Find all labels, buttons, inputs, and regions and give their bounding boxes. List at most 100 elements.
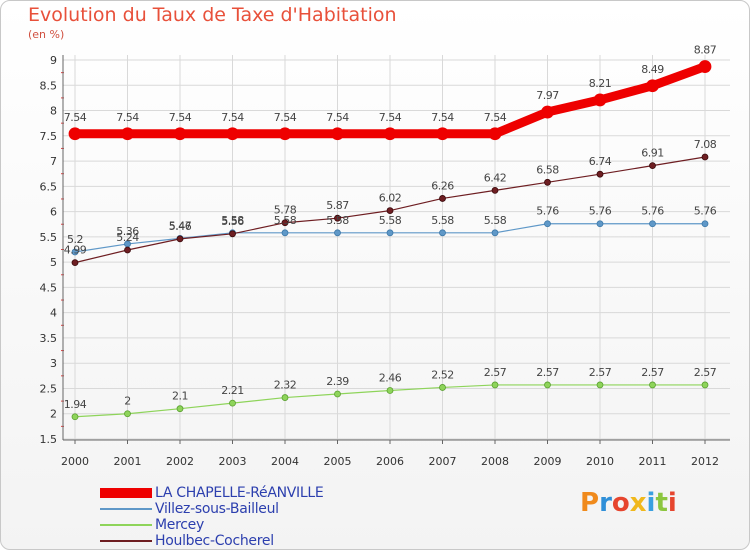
data-label: 8.49 bbox=[641, 63, 664, 76]
data-point bbox=[541, 105, 554, 119]
y-tick-label: 2.5 bbox=[40, 382, 58, 395]
data-label: 5.58 bbox=[326, 214, 349, 227]
data-label: 5.78 bbox=[274, 204, 297, 217]
x-tick-label: 2003 bbox=[219, 455, 247, 468]
data-label: 5.87 bbox=[326, 199, 349, 212]
data-label: 5.58 bbox=[274, 214, 297, 227]
data-point bbox=[596, 220, 604, 228]
data-point bbox=[278, 127, 292, 141]
data-label: 8.21 bbox=[589, 77, 612, 90]
y-tick-label: 3.5 bbox=[40, 332, 58, 345]
legend-label: Houlbec-Cocherel bbox=[155, 533, 274, 549]
data-label: 6.26 bbox=[431, 179, 454, 192]
data-point bbox=[439, 384, 446, 391]
data-label: 2.1 bbox=[172, 390, 188, 403]
data-label: 7.54 bbox=[326, 111, 349, 124]
data-label: 7.08 bbox=[694, 138, 717, 151]
data-label: 5.76 bbox=[589, 205, 612, 218]
data-point bbox=[439, 195, 446, 202]
data-point bbox=[646, 79, 659, 93]
data-label: 5.76 bbox=[694, 205, 717, 218]
data-label: 7.54 bbox=[169, 111, 192, 124]
y-tick-label: 5.5 bbox=[40, 231, 58, 244]
x-tick-label: 2010 bbox=[586, 455, 614, 468]
data-point bbox=[596, 170, 604, 178]
data-label: 5.76 bbox=[641, 205, 664, 218]
unit-label: (en %) bbox=[28, 28, 65, 41]
data-label: 4.99 bbox=[64, 244, 87, 257]
y-tick-label: 6.5 bbox=[40, 180, 58, 193]
y-tick-label: 7 bbox=[50, 155, 57, 168]
data-point bbox=[649, 381, 656, 389]
data-point bbox=[491, 186, 499, 194]
logo-letter: i bbox=[667, 488, 677, 518]
data-point bbox=[281, 229, 289, 237]
data-point bbox=[491, 229, 499, 237]
logo-letter: x bbox=[629, 488, 647, 518]
data-label: 5.58 bbox=[431, 214, 454, 227]
data-point bbox=[596, 381, 604, 389]
data-label: 2.21 bbox=[221, 384, 244, 397]
legend-label: LA CHAPELLE-RéANVILLE bbox=[155, 485, 324, 501]
x-tick-label: 2008 bbox=[481, 455, 509, 468]
legend-swatch bbox=[100, 508, 152, 510]
data-label: 2 bbox=[124, 395, 131, 408]
logo-letter: o bbox=[611, 488, 630, 518]
legend-swatch bbox=[100, 488, 152, 498]
legend-swatch bbox=[100, 524, 152, 526]
data-label: 6.42 bbox=[484, 171, 507, 184]
y-tick-label: 8 bbox=[50, 105, 57, 118]
data-point bbox=[386, 207, 394, 214]
y-tick-label: 9 bbox=[50, 54, 57, 67]
data-label: 5.58 bbox=[484, 214, 507, 227]
data-point bbox=[334, 390, 341, 398]
data-label: 5.2 bbox=[67, 233, 83, 246]
data-point bbox=[176, 405, 184, 413]
data-point bbox=[229, 230, 236, 238]
x-tick-label: 2004 bbox=[271, 455, 299, 468]
data-label: 8.87 bbox=[694, 44, 717, 57]
data-point bbox=[334, 229, 341, 237]
data-label: 5.47 bbox=[169, 219, 192, 232]
logo-letter: t bbox=[655, 488, 668, 518]
data-label: 6.58 bbox=[536, 163, 559, 176]
y-tick-label: 3 bbox=[50, 357, 57, 370]
data-label: 5.56 bbox=[221, 215, 244, 228]
x-tick-label: 2007 bbox=[429, 455, 457, 468]
data-point bbox=[124, 246, 131, 254]
data-point bbox=[226, 127, 239, 141]
data-point bbox=[68, 127, 82, 141]
data-point bbox=[701, 220, 709, 228]
data-point bbox=[124, 410, 131, 418]
data-label: 7.54 bbox=[64, 111, 87, 124]
data-label: 6.02 bbox=[379, 192, 402, 205]
data-point bbox=[281, 394, 289, 401]
data-point bbox=[71, 248, 79, 256]
data-point bbox=[544, 220, 551, 228]
y-tick-label: 6 bbox=[50, 206, 57, 219]
data-label: 5.58 bbox=[221, 214, 244, 227]
data-label: 2.57 bbox=[589, 366, 612, 379]
y-tick-label: 8.5 bbox=[40, 79, 58, 92]
data-point bbox=[593, 93, 607, 107]
x-tick-label: 2012 bbox=[691, 455, 719, 468]
data-point bbox=[386, 387, 394, 394]
data-label: 2.57 bbox=[484, 366, 507, 379]
data-point bbox=[121, 127, 134, 141]
data-point bbox=[439, 229, 446, 237]
data-point bbox=[649, 162, 656, 170]
data-point bbox=[71, 413, 79, 421]
data-point bbox=[173, 127, 187, 141]
data-point bbox=[701, 153, 709, 161]
data-label: 7.54 bbox=[484, 111, 507, 124]
proxiti-logo: Proxiti bbox=[580, 488, 677, 518]
x-tick-label: 2002 bbox=[166, 455, 194, 468]
y-tick-label: 4 bbox=[50, 307, 57, 320]
data-label: 7.54 bbox=[431, 111, 454, 124]
data-label: 1.94 bbox=[64, 398, 87, 411]
x-tick-label: 2006 bbox=[376, 455, 404, 468]
data-label: 2.39 bbox=[326, 375, 349, 388]
y-tick-label: 5 bbox=[50, 256, 57, 269]
data-point bbox=[176, 235, 184, 243]
data-label: 2.57 bbox=[536, 366, 559, 379]
